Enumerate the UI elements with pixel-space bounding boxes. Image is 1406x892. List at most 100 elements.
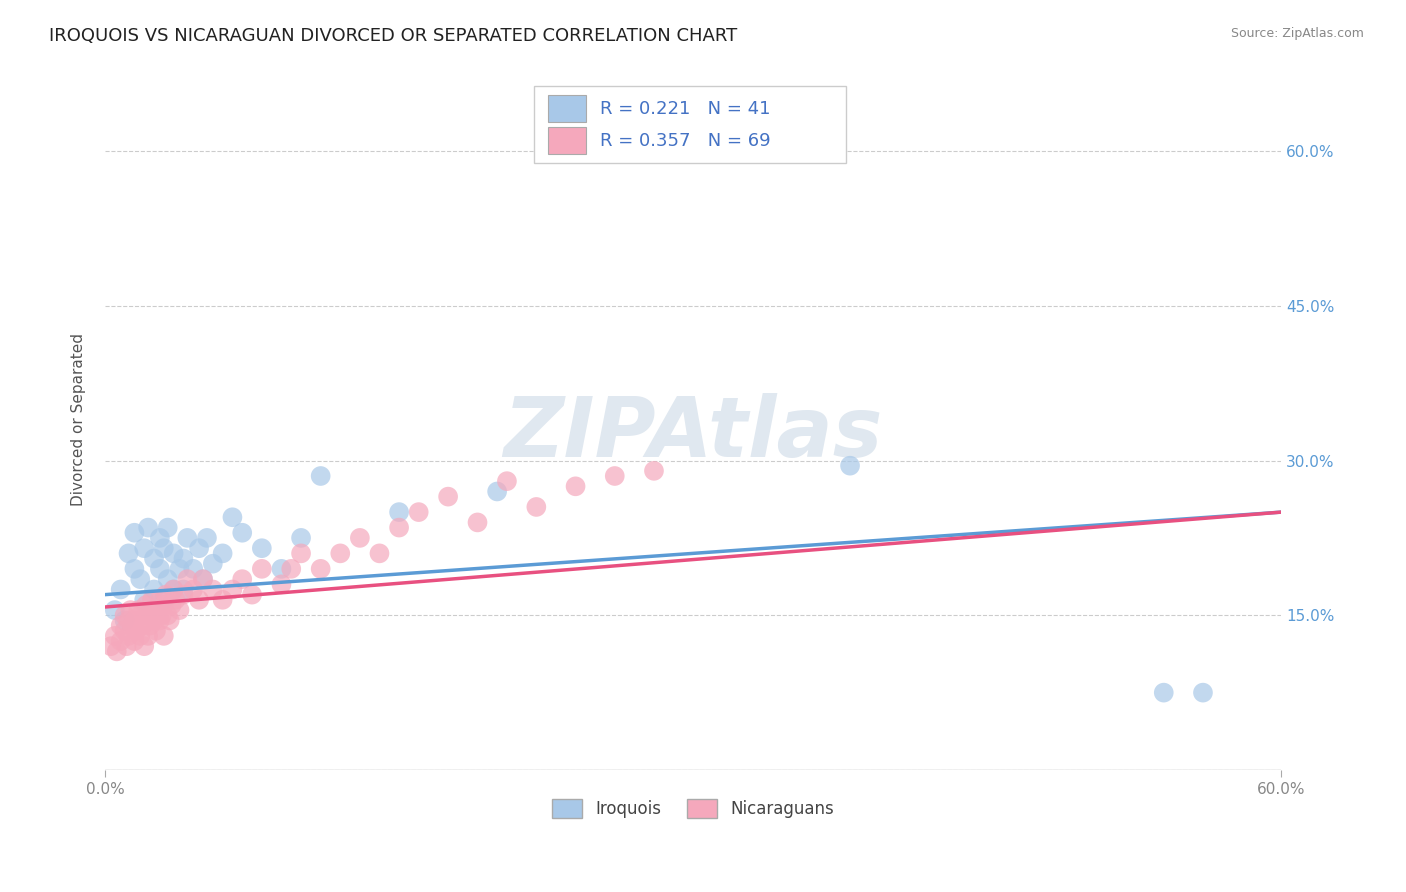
Point: [172, 551, 194, 566]
Point: [114, 624, 136, 638]
Point: [221, 510, 243, 524]
Point: [309, 562, 332, 576]
Point: [524, 500, 547, 514]
Y-axis label: Divorced or Separated: Divorced or Separated: [72, 333, 86, 506]
Point: [176, 531, 198, 545]
Point: [156, 572, 179, 586]
Point: [211, 592, 233, 607]
Point: [211, 546, 233, 560]
Point: [104, 603, 127, 617]
Point: [270, 577, 292, 591]
Point: [172, 588, 194, 602]
Point: [143, 614, 166, 628]
Point: [115, 639, 138, 653]
Point: [467, 516, 489, 530]
Point: [280, 562, 302, 576]
Point: [134, 592, 156, 607]
Point: [231, 525, 253, 540]
Point: [290, 546, 312, 560]
Point: [290, 531, 312, 545]
Legend: Iroquois, Nicaraguans: Iroquois, Nicaraguans: [546, 792, 841, 825]
Point: [129, 608, 152, 623]
Text: R = 0.357   N = 69: R = 0.357 N = 69: [600, 132, 770, 150]
Point: [124, 525, 146, 540]
Point: [127, 603, 149, 617]
Point: [120, 603, 142, 617]
Point: [156, 608, 179, 623]
Point: [564, 479, 586, 493]
Point: [603, 469, 626, 483]
Point: [129, 572, 152, 586]
Point: [100, 639, 122, 653]
Point: [349, 531, 371, 545]
Point: [143, 551, 166, 566]
Point: [131, 618, 153, 632]
Point: [191, 572, 214, 586]
Point: [388, 520, 411, 534]
Point: [110, 618, 132, 632]
Point: [125, 624, 148, 638]
Point: [329, 546, 352, 560]
Point: [117, 629, 139, 643]
Text: ZIPAtlas: ZIPAtlas: [503, 392, 883, 474]
Point: [160, 598, 183, 612]
Point: [165, 592, 187, 607]
Point: [114, 608, 136, 623]
Point: [1153, 685, 1175, 699]
Point: [105, 644, 128, 658]
Point: [162, 546, 184, 560]
FancyBboxPatch shape: [534, 86, 846, 163]
Point: [388, 505, 411, 519]
Point: [437, 490, 460, 504]
Point: [496, 474, 519, 488]
Point: [149, 614, 172, 628]
Point: [250, 541, 273, 556]
Point: [110, 634, 132, 648]
Point: [134, 541, 156, 556]
Point: [146, 603, 169, 617]
Point: [143, 582, 166, 597]
Point: [149, 531, 172, 545]
Point: [153, 592, 176, 607]
Point: [486, 484, 509, 499]
Point: [153, 629, 176, 643]
Point: [1192, 685, 1215, 699]
Point: [181, 582, 204, 597]
Point: [231, 572, 253, 586]
Point: [188, 592, 211, 607]
Point: [408, 505, 430, 519]
Point: [188, 541, 211, 556]
Point: [149, 592, 172, 607]
Point: [368, 546, 391, 560]
Point: [162, 582, 184, 597]
Point: [172, 582, 194, 597]
Point: [195, 531, 218, 545]
Point: [117, 546, 139, 560]
Point: [201, 582, 224, 597]
Text: R = 0.221   N = 41: R = 0.221 N = 41: [600, 100, 770, 118]
Point: [124, 562, 146, 576]
Point: [221, 582, 243, 597]
Point: [309, 469, 332, 483]
Point: [141, 592, 163, 607]
Point: [117, 614, 139, 628]
Point: [134, 639, 156, 653]
Point: [181, 562, 204, 576]
Point: [162, 582, 184, 597]
Point: [124, 634, 146, 648]
Point: [134, 614, 156, 628]
Point: [104, 629, 127, 643]
Point: [149, 562, 172, 576]
Point: [156, 520, 179, 534]
Point: [176, 572, 198, 586]
Point: [124, 614, 146, 628]
Point: [135, 598, 157, 612]
Point: [191, 572, 214, 586]
Point: [136, 520, 159, 534]
Point: [136, 629, 159, 643]
Point: [153, 598, 176, 612]
FancyBboxPatch shape: [548, 95, 586, 122]
Point: [136, 608, 159, 623]
Point: [114, 614, 136, 628]
Text: IROQUOIS VS NICARAGUAN DIVORCED OR SEPARATED CORRELATION CHART: IROQUOIS VS NICARAGUAN DIVORCED OR SEPAR…: [49, 27, 738, 45]
